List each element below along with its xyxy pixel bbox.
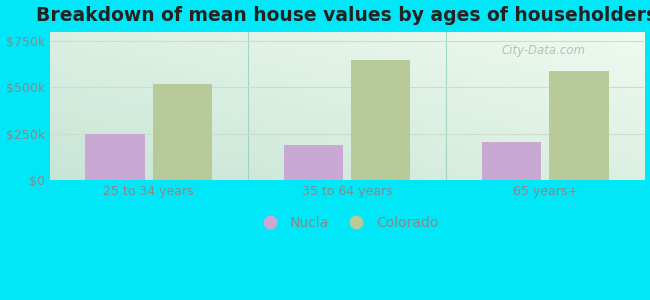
Bar bbox=[549, 71, 609, 180]
Bar bbox=[85, 134, 145, 180]
Bar bbox=[283, 145, 343, 180]
Bar bbox=[351, 59, 411, 180]
Legend: Nucla, Colorado: Nucla, Colorado bbox=[250, 211, 444, 236]
Bar bbox=[153, 84, 213, 180]
Title: Breakdown of mean house values by ages of householders: Breakdown of mean house values by ages o… bbox=[36, 6, 650, 25]
Bar bbox=[482, 142, 541, 180]
Text: City-Data.com: City-Data.com bbox=[502, 44, 586, 57]
